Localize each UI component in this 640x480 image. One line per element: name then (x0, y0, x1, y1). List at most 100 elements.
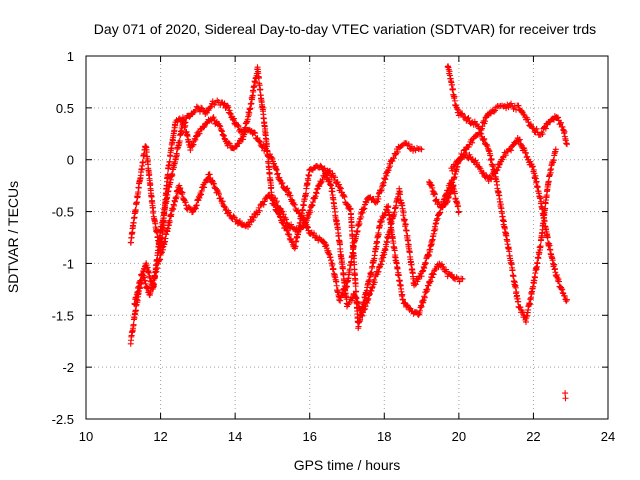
x-tick-label: 12 (153, 429, 167, 444)
data-point (559, 123, 566, 130)
data-point (173, 152, 180, 159)
data-point (337, 297, 344, 304)
data-point (557, 120, 564, 127)
data-point (480, 137, 487, 144)
data-point (217, 123, 224, 130)
data-point (275, 210, 282, 217)
data-point (448, 271, 455, 278)
data-point (378, 261, 385, 268)
data-point (207, 104, 214, 111)
data-point (235, 123, 242, 130)
data-point (484, 143, 491, 150)
data-point (491, 108, 498, 115)
data-point (360, 206, 367, 213)
data-point (283, 216, 290, 223)
data-point (418, 146, 425, 153)
data-point (563, 296, 570, 303)
data-point (255, 75, 262, 82)
data-point (394, 265, 401, 272)
chart-title: Day 071 of 2020, Sidereal Day-to-day VTE… (94, 21, 596, 37)
y-tick-label: -0.5 (52, 205, 74, 220)
data-point (563, 141, 570, 148)
grid-lines (86, 56, 608, 419)
data-point (166, 219, 173, 226)
data-point (392, 252, 399, 259)
data-point (488, 155, 495, 162)
data-point (227, 111, 234, 118)
data-point (533, 125, 540, 132)
data-point (261, 198, 268, 205)
data-point (215, 189, 222, 196)
data-point (469, 139, 476, 146)
data-point (563, 298, 570, 305)
data-point (220, 101, 227, 108)
data-point (218, 127, 225, 134)
data-point (246, 221, 253, 228)
data-point (401, 216, 408, 223)
data-point (518, 141, 524, 148)
data-point (382, 176, 389, 183)
x-axis-label: GPS time / hours (294, 457, 401, 473)
data-point (487, 175, 494, 182)
data-point (284, 227, 291, 234)
data-point (317, 179, 324, 186)
data-point (317, 162, 324, 169)
data-point (273, 198, 280, 205)
data-point (252, 130, 259, 137)
data-point (198, 104, 205, 111)
data-point (363, 199, 370, 206)
data-point (257, 138, 263, 145)
data-point (421, 294, 428, 301)
data-point (208, 103, 215, 110)
data-point (181, 119, 188, 126)
data-point (555, 114, 562, 121)
data-point (477, 130, 484, 137)
data-point (187, 147, 194, 154)
data-point (179, 189, 186, 196)
data-point (361, 299, 368, 306)
x-tick-label: 24 (601, 429, 615, 444)
data-point (512, 284, 519, 291)
data-point (310, 230, 317, 237)
data-point (166, 158, 173, 165)
data-point (236, 140, 243, 147)
data-point (390, 155, 397, 162)
data-point (284, 185, 291, 192)
data-point (203, 176, 210, 183)
data-point (331, 174, 338, 181)
data-point (534, 260, 541, 267)
data-point (256, 138, 263, 145)
data-point (260, 201, 267, 208)
data-point (173, 193, 180, 200)
data-point (455, 202, 462, 209)
data-point (460, 152, 466, 159)
data-point (304, 224, 311, 231)
data-point (444, 198, 451, 205)
data-point (450, 182, 457, 189)
data-point (379, 258, 386, 265)
data-point (515, 298, 522, 305)
data-point (196, 130, 203, 137)
x-tick-labels: 10 12 14 16 18 20 22 24 (79, 429, 615, 444)
data-point (455, 158, 462, 165)
data-point (449, 85, 456, 92)
data-point (233, 216, 240, 223)
data-point (313, 233, 320, 240)
y-tick-label: -1.5 (52, 308, 74, 323)
data-point (502, 152, 509, 159)
data-point (456, 157, 463, 164)
y-tick-labels: -2.5 -2 -1.5 -1 -0.5 0 0.5 1 (52, 49, 74, 427)
data-point (192, 136, 199, 143)
data-point (375, 195, 382, 202)
data-point (251, 129, 258, 136)
data-point (234, 122, 241, 129)
data-point (215, 191, 222, 198)
data-point (171, 202, 178, 209)
data-point (500, 218, 507, 225)
data-point (283, 226, 290, 233)
data-point (305, 177, 312, 184)
data-point (200, 124, 207, 131)
data-point (537, 195, 544, 202)
data-point (542, 125, 549, 132)
data-point (337, 184, 344, 191)
